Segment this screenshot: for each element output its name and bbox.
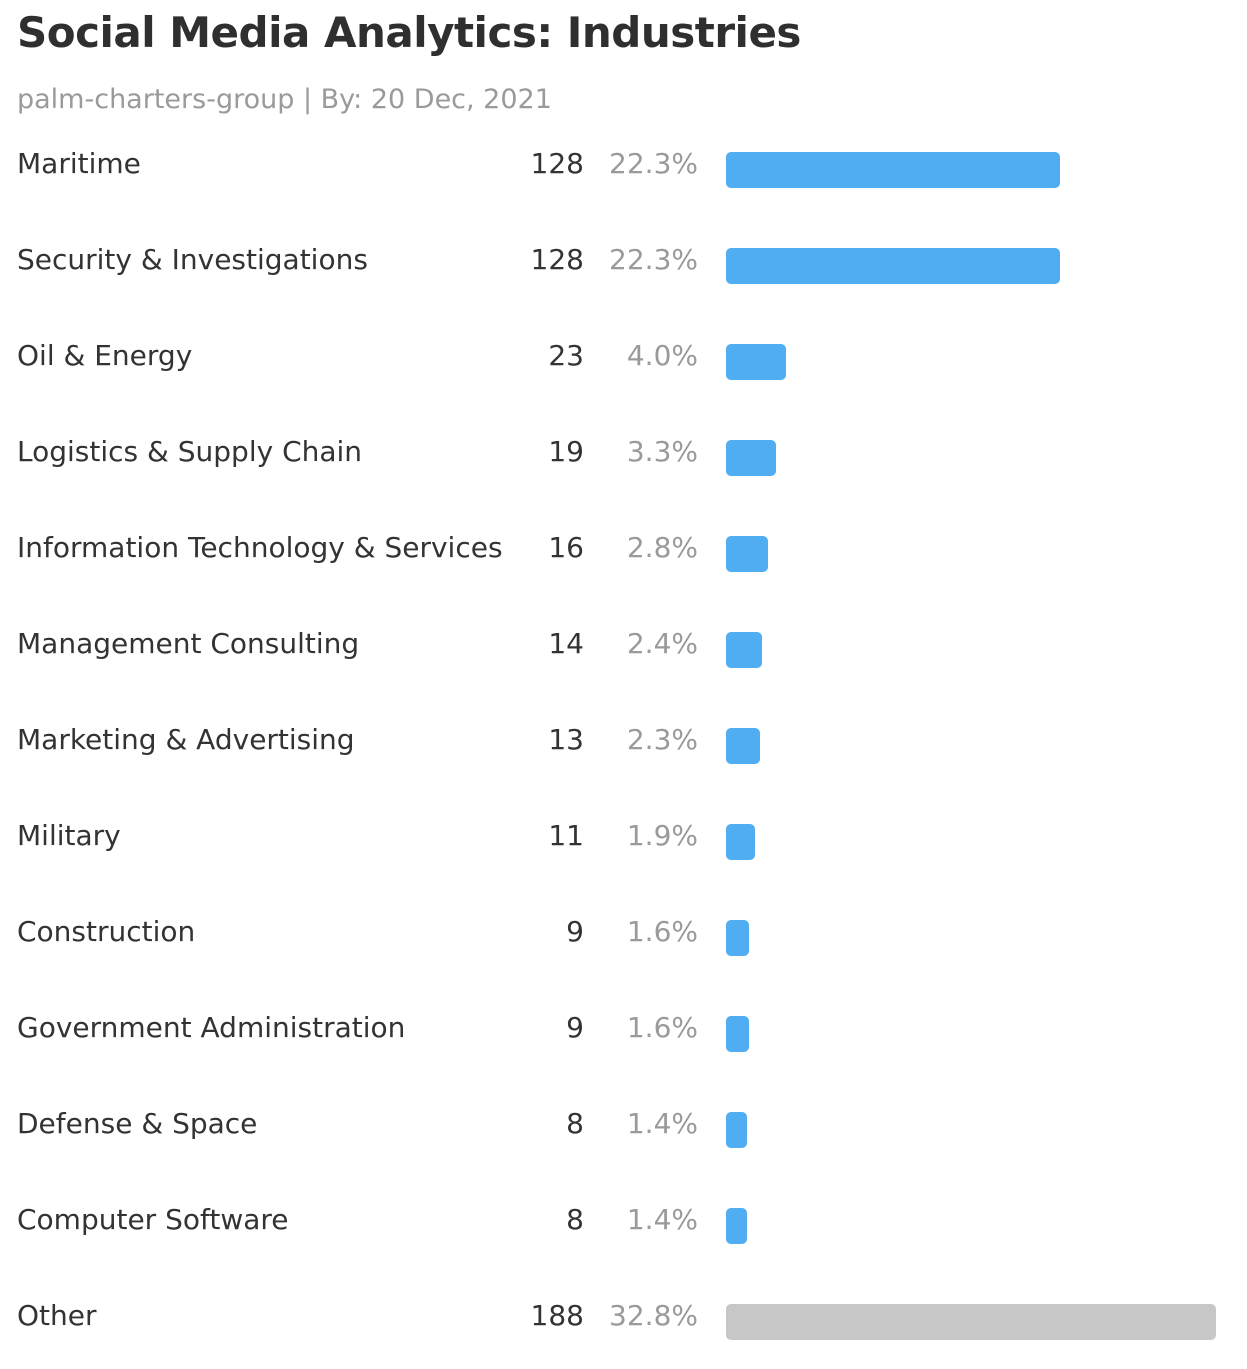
industry-count: 16 (548, 531, 584, 564)
industry-percent: 1.6% (626, 1011, 698, 1044)
industry-percent: 1.9% (626, 819, 698, 852)
industry-label: Defense & Space (17, 1107, 258, 1140)
industry-bar (726, 1208, 747, 1244)
industry-count: 13 (548, 723, 584, 756)
industry-bar (726, 1304, 1216, 1340)
industry-count: 9 (566, 1011, 584, 1044)
industry-label: Military (17, 819, 121, 852)
industry-row-construction: Construction 9 1.6% (0, 889, 1247, 985)
industry-row-maritime: Maritime 128 22.3% (0, 121, 1247, 217)
industry-row-defense-and-space: Defense & Space 8 1.4% (0, 1081, 1247, 1177)
industry-bar (726, 440, 776, 476)
industry-row-computer-software: Computer Software 8 1.4% (0, 1177, 1247, 1273)
industry-label: Marketing & Advertising (17, 723, 355, 756)
industry-row-government-administration: Government Administration 9 1.6% (0, 985, 1247, 1081)
industry-label: Management Consulting (17, 627, 360, 660)
industry-percent: 3.3% (626, 435, 698, 468)
industry-percent: 1.4% (626, 1107, 698, 1140)
industry-percent: 4.0% (626, 339, 698, 372)
industry-row-oil-and-energy: Oil & Energy 23 4.0% (0, 313, 1247, 409)
industry-bar (726, 248, 1060, 284)
industry-count: 9 (566, 915, 584, 948)
industry-percent: 2.3% (626, 723, 698, 756)
industry-bar (726, 1016, 749, 1052)
industry-row-marketing-and-advertising: Marketing & Advertising 13 2.3% (0, 697, 1247, 793)
industry-count: 188 (530, 1299, 584, 1332)
industry-count: 8 (566, 1203, 584, 1236)
industry-count: 23 (548, 339, 584, 372)
industry-count: 19 (548, 435, 584, 468)
industry-bar (726, 824, 755, 860)
industry-label: Computer Software (17, 1203, 289, 1236)
industry-percent: 1.4% (626, 1203, 698, 1236)
industry-bar (726, 152, 1060, 188)
industry-row-logistics-and-supply-chain: Logistics & Supply Chain 19 3.3% (0, 409, 1247, 505)
industry-row-management-consulting: Management Consulting 14 2.4% (0, 601, 1247, 697)
industry-label: Security & Investigations (17, 243, 368, 276)
industry-count: 128 (530, 147, 584, 180)
industry-label: Government Administration (17, 1011, 406, 1044)
industry-bar (726, 1112, 747, 1148)
industry-row-military: Military 11 1.9% (0, 793, 1247, 889)
industry-percent: 1.6% (626, 915, 698, 948)
industry-label: Construction (17, 915, 196, 948)
chart-subtitle: palm-charters-group | By: 20 Dec, 2021 (17, 84, 552, 115)
industry-percent: 2.8% (626, 531, 698, 564)
industry-label: Other (17, 1299, 97, 1332)
industry-bar (726, 536, 768, 572)
industry-label: Logistics & Supply Chain (17, 435, 363, 468)
industry-percent: 32.8% (609, 1299, 698, 1332)
industry-bar (726, 344, 786, 380)
industry-bar (726, 728, 760, 764)
industry-percent: 22.3% (609, 147, 698, 180)
industry-percent: 2.4% (626, 627, 698, 660)
industry-label: Oil & Energy (17, 339, 193, 372)
industry-count: 128 (530, 243, 584, 276)
industry-count: 14 (548, 627, 584, 660)
industry-label: Maritime (17, 147, 141, 180)
industry-bar (726, 632, 762, 668)
industry-row-security-and-investigations: Security & Investigations 128 22.3% (0, 217, 1247, 313)
industry-count: 11 (548, 819, 584, 852)
industry-row-other: Other 188 32.8% (0, 1273, 1247, 1369)
industry-bar (726, 920, 749, 956)
industry-percent: 22.3% (609, 243, 698, 276)
industry-row-information-technology-and-services: Information Technology & Services 16 2.8% (0, 505, 1247, 601)
industry-label: Information Technology & Services (17, 531, 503, 564)
chart-title: Social Media Analytics: Industries (17, 8, 801, 57)
industry-count: 8 (566, 1107, 584, 1140)
